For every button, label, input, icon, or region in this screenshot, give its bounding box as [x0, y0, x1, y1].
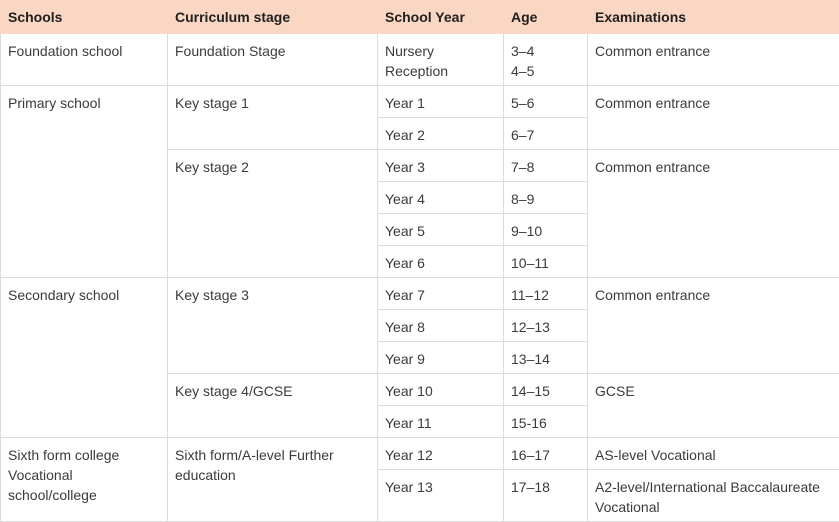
age-text: 4–5: [511, 61, 580, 81]
age-cell: 7–8: [504, 150, 588, 182]
stage-cell: Key stage 1: [168, 86, 378, 150]
age-cell: 6–7: [504, 118, 588, 150]
age-cell: 10–11: [504, 246, 588, 278]
school-cell: Sixth form college Vocational school/col…: [1, 438, 168, 522]
stage-cell: Sixth form/A-level Further education: [168, 438, 378, 522]
header-row: Schools Curriculum stage School Year Age…: [1, 1, 839, 34]
table-row: Foundation school Foundation Stage Nurse…: [1, 34, 839, 86]
stage-text: Sixth form/A-level Further: [175, 445, 370, 465]
header-schools: Schools: [1, 1, 168, 34]
age-cell: 14–15: [504, 374, 588, 406]
year-cell: Year 5: [378, 214, 504, 246]
school-cell: Foundation school: [1, 34, 168, 86]
exam-cell: GCSE: [588, 374, 839, 438]
header-curriculum-stage: Curriculum stage: [168, 1, 378, 34]
stage-cell: Key stage 3: [168, 278, 378, 374]
exam-text: AS-level Vocational: [595, 445, 832, 465]
age-cell: 8–9: [504, 182, 588, 214]
year-cell: Year 10: [378, 374, 504, 406]
age-cell: 11–12: [504, 278, 588, 310]
age-cell: 5–6: [504, 86, 588, 118]
exam-text: Vocational: [595, 497, 832, 517]
year-cell: Year 9: [378, 342, 504, 374]
age-cell: 3–4 4–5: [504, 34, 588, 86]
age-text: 3–4: [511, 41, 580, 61]
school-text: school/college: [8, 485, 160, 505]
school-cell: Secondary school: [1, 278, 168, 438]
year-cell: Year 8: [378, 310, 504, 342]
header-school-year: School Year: [378, 1, 504, 34]
year-cell: Year 13: [378, 470, 504, 522]
exam-cell: Common entrance: [588, 34, 839, 86]
stage-cell: Foundation Stage: [168, 34, 378, 86]
year-cell: Year 11: [378, 406, 504, 438]
age-cell: 15-16: [504, 406, 588, 438]
header-age: Age: [504, 1, 588, 34]
stage-text: education: [175, 465, 370, 485]
exam-cell: Common entrance: [588, 150, 839, 278]
year-cell: Year 6: [378, 246, 504, 278]
exam-text: A2-level/International Baccalaureate: [595, 477, 832, 497]
exam-cell: A2-level/International Baccalaureate Voc…: [588, 470, 839, 522]
year-cell: Year 3: [378, 150, 504, 182]
exam-cell: Common entrance: [588, 278, 839, 374]
year-cell: Year 12: [378, 438, 504, 470]
year-cell: Year 1: [378, 86, 504, 118]
year-text: Nursery: [385, 41, 496, 61]
year-cell: Nursery Reception: [378, 34, 504, 86]
table-row: Secondary school Key stage 3 Year 7 11–1…: [1, 278, 839, 310]
header-examinations: Examinations: [588, 1, 839, 34]
stage-cell: Key stage 2: [168, 150, 378, 278]
table-row: Sixth form college Vocational school/col…: [1, 438, 839, 470]
age-cell: 17–18: [504, 470, 588, 522]
school-cell: Primary school: [1, 86, 168, 278]
year-text: Reception: [385, 61, 496, 81]
school-text: Sixth form college: [8, 445, 160, 465]
school-text: Vocational: [8, 465, 160, 485]
age-cell: 16–17: [504, 438, 588, 470]
exam-cell: Common entrance: [588, 86, 839, 150]
year-cell: Year 4: [378, 182, 504, 214]
age-cell: 12–13: [504, 310, 588, 342]
year-cell: Year 2: [378, 118, 504, 150]
year-cell: Year 7: [378, 278, 504, 310]
exam-cell: AS-level Vocational: [588, 438, 839, 470]
age-cell: 9–10: [504, 214, 588, 246]
table-row: Primary school Key stage 1 Year 1 5–6 Co…: [1, 86, 839, 118]
stage-cell: Key stage 4/GCSE: [168, 374, 378, 438]
age-cell: 13–14: [504, 342, 588, 374]
